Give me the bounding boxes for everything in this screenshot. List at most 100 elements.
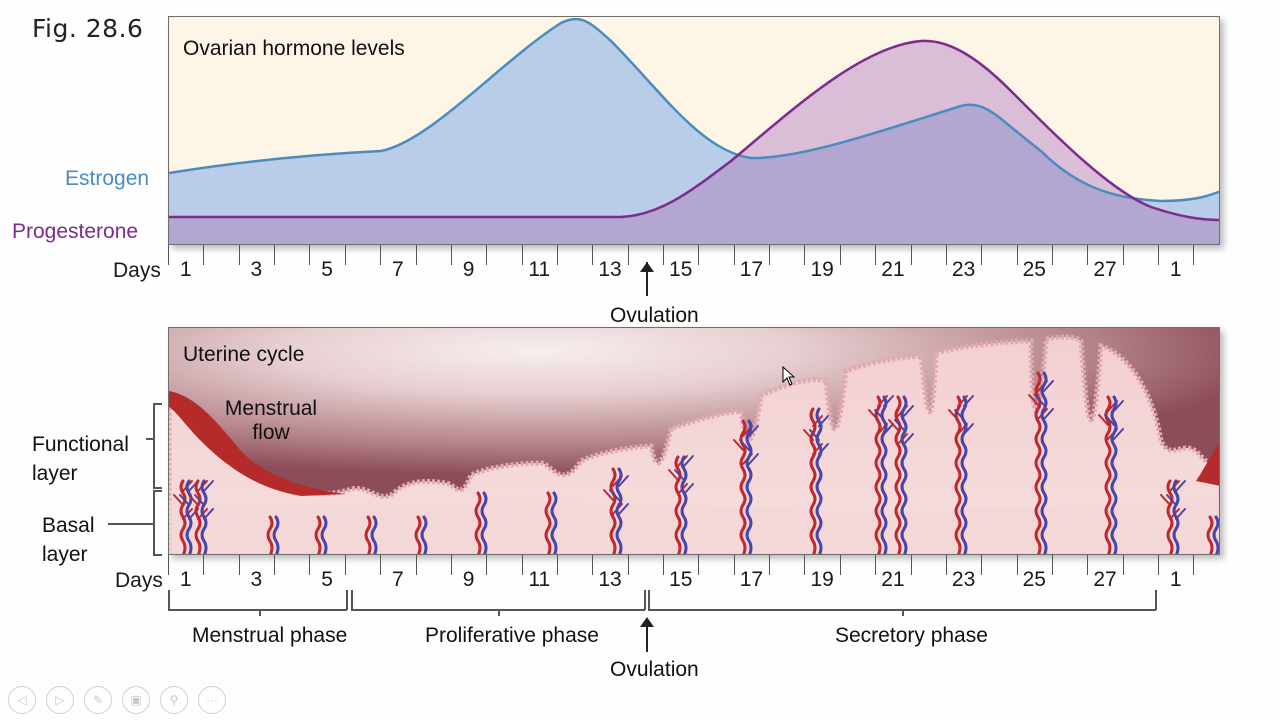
menstrual-flow-label-line1: Menstrual: [224, 397, 318, 420]
slides-grid-button[interactable]: ▣: [122, 686, 150, 714]
day-tick: [274, 555, 276, 575]
blood-vessel: [680, 455, 688, 554]
day-tick: [521, 245, 523, 265]
blood-vessel: [960, 395, 968, 554]
blood-vessel: [320, 515, 328, 554]
day-tick: [344, 555, 346, 575]
magnifier-icon: ⚲: [169, 693, 179, 707]
blood-vessel: [609, 467, 617, 554]
day-tick: [203, 555, 205, 575]
day-tick-label: 1: [1169, 258, 1182, 281]
day-tick: [1016, 555, 1018, 575]
day-tick: [945, 245, 947, 265]
day-tick: [450, 555, 452, 575]
figure-label: Fig. 28.6: [32, 14, 144, 43]
grid-icon: ▣: [130, 693, 142, 707]
blood-vessel: [266, 515, 274, 554]
day-tick: [274, 245, 276, 265]
blood-vessel: [474, 491, 482, 554]
day-tick: [627, 555, 629, 575]
phase-bracket-edge: [648, 590, 650, 610]
ovulation-label-bottom: Ovulation: [610, 658, 699, 681]
menstrual-phase-bracket: [168, 609, 347, 611]
blood-vessel: [179, 479, 187, 554]
day-tick-label: 21: [881, 258, 905, 281]
functional-layer-label-line1: Functional: [32, 433, 129, 456]
day-tick: [168, 245, 169, 265]
hormone-chart-panel: Ovarian hormone levels: [168, 16, 1220, 245]
zoom-button[interactable]: ⚲: [160, 686, 188, 714]
blood-vessel: [1172, 479, 1180, 554]
blood-vessel: [880, 395, 888, 554]
ovulation-arrow-top: [646, 262, 648, 296]
more-options-button[interactable]: ···: [198, 686, 226, 714]
functional-layer-bracket: [153, 403, 155, 487]
day-tick: [910, 555, 912, 575]
blood-vessel: [1212, 515, 1219, 554]
phase-bracket-tick: [259, 610, 261, 616]
day-tick: [486, 555, 488, 575]
blood-vessel: [1104, 395, 1112, 554]
basal-layer-label: Basal layer: [42, 511, 95, 569]
blood-vessel: [1166, 479, 1174, 554]
pen-button[interactable]: ✎: [84, 686, 112, 714]
day-tick: [309, 555, 311, 575]
day-tick: [1016, 245, 1018, 265]
days-axis-label-bottom: Days: [115, 569, 163, 592]
day-tick: [238, 555, 240, 575]
day-tick: [769, 555, 771, 575]
next-slide-button[interactable]: ▷: [46, 686, 74, 714]
day-tick-label: 15: [669, 568, 693, 591]
day-tick-label: 25: [1022, 568, 1046, 591]
day-tick: [1122, 245, 1124, 265]
day-tick-label: 9: [462, 568, 475, 591]
day-tick-label: 1: [179, 568, 192, 591]
day-tick: [981, 555, 983, 575]
blood-vessel: [370, 515, 378, 554]
day-tick-label: 9: [462, 258, 475, 281]
day-tick: [804, 245, 806, 265]
day-tick: [203, 245, 205, 265]
day-ruler-bottom: [0, 555, 1280, 579]
day-tick-label: 11: [528, 568, 551, 591]
day-ruler-top: [0, 245, 1280, 269]
endometrium-illustration: [169, 334, 1219, 554]
day-tick: [450, 245, 452, 265]
blood-vessel: [480, 491, 488, 554]
blood-vessel: [314, 515, 322, 554]
basal-layer-label-line1: Basal: [42, 514, 95, 537]
day-tick: [556, 555, 558, 575]
pen-icon: ✎: [92, 693, 104, 707]
blood-vessel: [272, 515, 280, 554]
day-tick-label: 17: [739, 568, 764, 591]
day-tick-label: 11: [528, 258, 551, 281]
ovulation-arrowhead-bottom: [640, 617, 654, 627]
day-tick: [238, 245, 240, 265]
blood-vessel: [894, 395, 902, 554]
day-tick: [1087, 245, 1089, 265]
bracket-cap: [153, 554, 162, 556]
endometrium-tissue: [169, 334, 1219, 554]
day-tick: [415, 245, 417, 265]
day-tick-label: 19: [810, 568, 834, 591]
day-tick: [804, 555, 806, 575]
phase-bracket-edge: [1155, 590, 1157, 610]
progesterone-label: Progesterone: [12, 220, 139, 243]
blood-vessel: [550, 491, 558, 554]
previous-slide-button[interactable]: ◁: [8, 686, 36, 714]
day-tick: [875, 245, 877, 265]
day-tick: [875, 555, 877, 575]
menstrual-flow-label-line2: flow: [252, 421, 290, 444]
blood-vessel: [615, 467, 623, 554]
day-tick: [627, 245, 629, 265]
day-tick: [168, 555, 169, 575]
progesterone-line: [169, 39, 1219, 222]
secretory-phase-bracket: [648, 609, 1156, 611]
phase-bracket-edge: [346, 590, 348, 610]
day-tick-label: 23: [951, 258, 976, 281]
day-tick-label: 21: [881, 568, 905, 591]
basal-pointer-line: [108, 523, 153, 525]
day-tick: [380, 245, 382, 265]
day-tick-label: 3: [250, 568, 263, 591]
blood-vessel: [544, 491, 552, 554]
